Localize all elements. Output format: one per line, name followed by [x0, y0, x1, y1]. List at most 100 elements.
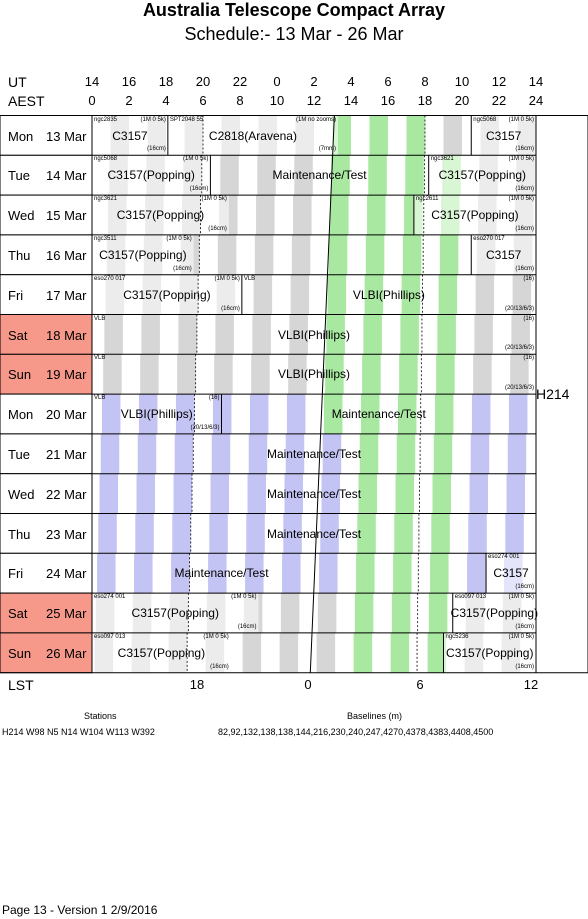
bg-band [393, 553, 412, 594]
block-source: eso274 001 [488, 554, 520, 561]
bg-band [360, 394, 380, 434]
day-date: 22 Mar [46, 486, 87, 502]
bg-band [279, 632, 299, 673]
bg-band [217, 234, 237, 275]
bg-band [173, 473, 193, 514]
bg-band [364, 274, 384, 315]
baselines-list: 82,92,132,138,138,144,216,230,240,247,42… [218, 727, 494, 737]
bg-band [285, 433, 305, 474]
bg-band [177, 354, 196, 395]
block-freq: (1M 0 5k) [203, 633, 229, 640]
bg-band [471, 394, 491, 434]
baselines-heading: Baselines (m) [347, 711, 403, 721]
block-label: Maintenance/Test [266, 486, 362, 501]
bg-band [140, 354, 159, 395]
bg-band [214, 354, 233, 395]
day-of-week: Fri [8, 566, 24, 582]
bg-band [141, 314, 160, 355]
bg-band [257, 155, 276, 196]
block-band: (16cm) [515, 186, 534, 193]
block-label: Maintenance/Test [331, 407, 426, 422]
bg-band [431, 513, 450, 554]
lst-tick: 18 [189, 677, 205, 692]
bg-band [104, 314, 123, 355]
block-band: (16cm) [515, 146, 534, 153]
aest-tick: 8 [236, 93, 244, 108]
bg-band [256, 195, 275, 235]
block-source: eso270 017 [473, 235, 505, 242]
bg-band [178, 314, 197, 355]
day-of-week: Wed [8, 486, 35, 502]
ut-tick: 8 [421, 74, 429, 89]
ut-tick: 0 [273, 74, 281, 89]
bg-band [469, 473, 489, 514]
block-source: VLB [94, 355, 106, 362]
bg-band [208, 553, 227, 594]
lst-tick: 12 [523, 677, 539, 692]
page-title: Australia Telescope Compact Array [142, 0, 446, 20]
bg-band [286, 394, 306, 434]
day-date: 20 Mar [46, 407, 87, 423]
block-freq: (1M 0 5k) [508, 116, 534, 123]
bg-band [428, 593, 448, 633]
bg-band [246, 513, 265, 554]
bg-band [368, 155, 387, 196]
block-source: ngc3511 [94, 235, 117, 242]
schedule-subtitle: Schedule:- 13 Mar - 26 Mar [184, 24, 404, 44]
block-source: eso097 013 [94, 633, 126, 640]
bg-band [432, 473, 452, 514]
bg-band [362, 354, 381, 395]
block-label: Maintenance/Test [272, 168, 367, 183]
page-footer: Page 13 - Version 1 2/9/2016 [2, 903, 158, 917]
bg-band [433, 433, 453, 474]
bg-band [401, 274, 421, 315]
block-freq: (1M no zooms) [296, 116, 337, 123]
ut-tick: 22 [232, 74, 248, 89]
day-date: 15 Mar [46, 208, 87, 224]
bg-band [510, 354, 529, 395]
block-source: VLB [94, 395, 106, 402]
ut-tick: 2 [310, 74, 318, 89]
bg-band [330, 195, 349, 235]
day-cell [0, 393, 93, 435]
bg-band [434, 394, 454, 434]
block-label: C3157(Popping) [431, 208, 519, 223]
block-source: eso097 013 [454, 594, 487, 601]
bg-band [327, 274, 347, 315]
day-of-week: Tue [8, 168, 30, 184]
bg-band [289, 314, 308, 355]
day-date: 24 Mar [46, 566, 87, 582]
bg-band [248, 433, 268, 474]
block-fill [92, 593, 259, 633]
stations-heading: Stations [84, 711, 117, 721]
ut-tick: 14 [84, 74, 100, 89]
bg-band [322, 433, 342, 474]
block-source: ngc5068 [94, 156, 118, 163]
aest-tick: 20 [454, 93, 470, 108]
block-freq: (1M 0 5k) [214, 275, 240, 282]
block-source: ngc5068 [473, 116, 497, 123]
aest-tick: 6 [199, 93, 207, 108]
block-label: C3157(Popping) [438, 168, 527, 183]
bg-band [284, 473, 304, 514]
bg-band [209, 513, 228, 554]
bg-band [247, 473, 267, 514]
block-label: C3157 [493, 566, 529, 581]
bg-band [220, 155, 239, 196]
block-source: eso274 001 [94, 594, 126, 601]
day-cell [0, 632, 93, 674]
bg-band [98, 513, 117, 554]
bg-band [172, 513, 191, 554]
bg-band [136, 473, 156, 514]
block-freq: (1M 0 5k) [231, 594, 257, 601]
day-of-week: Sun [8, 367, 32, 383]
day-date: 25 Mar [46, 606, 87, 622]
bg-band [369, 115, 388, 156]
bg-band [100, 433, 120, 474]
bg-band [135, 513, 154, 554]
bg-band [280, 593, 300, 633]
block-source: ngc3621 [94, 196, 118, 203]
block-fill [452, 593, 536, 633]
block-band: (16cm) [515, 584, 534, 591]
schedule-grid [0, 115, 588, 674]
